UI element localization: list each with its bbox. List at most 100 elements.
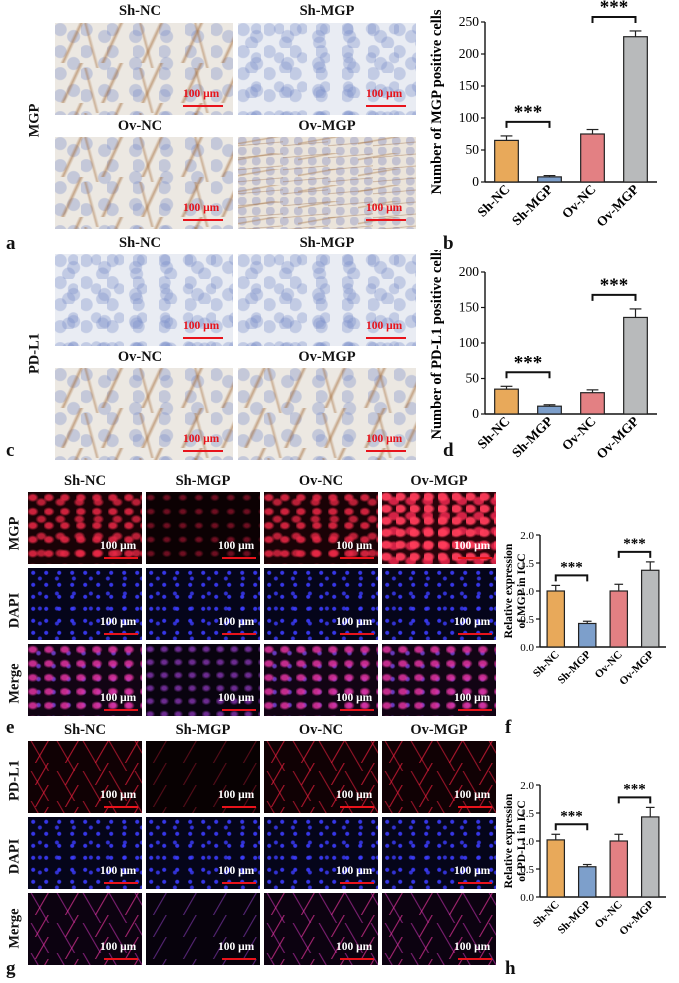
col-label-g-3: Ov-MGP <box>410 722 468 738</box>
row-label-e-merge: Merge <box>6 663 23 704</box>
y-tick-label: 2.0 <box>520 780 534 792</box>
scale-label: 100 μm <box>454 865 491 877</box>
scale-bar <box>340 633 374 635</box>
if-image-g-merge-ov-nc: 100 μm <box>264 893 378 965</box>
if-image-e-merge-sh-mgp: 100 μm <box>146 644 260 716</box>
scale-label: 100 μm <box>454 692 491 704</box>
bar <box>609 590 629 648</box>
panel-letter-d: d <box>443 440 454 461</box>
scale-bar <box>458 958 492 960</box>
bar <box>494 139 519 183</box>
scale-bar <box>183 450 223 452</box>
bar <box>623 36 648 183</box>
ihc-image-sh-mgp-mgp: 100 μm <box>238 23 416 115</box>
if-image-e-mgp-sh-mgp: 100 μm <box>146 492 260 564</box>
scale-label: 100 μm <box>183 433 220 445</box>
y-tick-label: 0 <box>472 174 479 189</box>
x-tick-label: Sh-NC <box>474 414 512 452</box>
y-tick-label: 1.5 <box>520 808 534 820</box>
scale-bar <box>458 806 492 808</box>
scale-label: 100 μm <box>366 88 403 100</box>
scale-label: 100 μm <box>454 941 491 953</box>
significance-bracket <box>554 574 589 582</box>
scale-bar <box>458 633 492 635</box>
scale-label: 100 μm <box>218 692 255 704</box>
scale-label: 100 μm <box>183 320 220 332</box>
col-label-ov-mgp-a: Ov-MGP <box>298 118 356 134</box>
significance-label: *** <box>514 352 543 373</box>
significance-label: *** <box>600 0 629 18</box>
bar-chart-h: 0.0 0.5 1.0 1.5 2.0 Relative expression of PD-… <box>503 780 666 938</box>
scale-bar <box>104 557 138 559</box>
x-tick-label: Ov-NC <box>559 182 599 222</box>
y-tick-label: 100 <box>459 335 480 350</box>
x-tick-label: Sh-MGP <box>509 182 556 229</box>
scale-bar <box>222 709 256 711</box>
y-tick-label: 0.5 <box>520 864 534 876</box>
ihc-image-ov-mgp-pdl1: 100 μm <box>238 368 416 460</box>
y-axis-label: Number of MGP positive cells <box>429 9 445 194</box>
col-label-sh-nc-a: Sh-NC <box>119 3 161 19</box>
panel-letter-a: a <box>6 233 16 254</box>
scale-bar <box>340 806 374 808</box>
scale-bar <box>104 806 138 808</box>
scale-bar <box>183 105 223 107</box>
y-tick-label: 0 <box>472 406 479 421</box>
y-tick-label: 150 <box>459 300 480 315</box>
scale-label: 100 μm <box>454 540 491 552</box>
scale-label: 100 μm <box>218 941 255 953</box>
x-tick-label: Ov-MGP <box>617 898 656 937</box>
significance-bracket <box>554 823 589 831</box>
bar <box>494 388 519 415</box>
y-tick-label: 200 <box>459 264 480 279</box>
col-label-sh-nc-c: Sh-NC <box>119 235 161 251</box>
significance-bracket <box>505 371 551 379</box>
if-image-g-dapi-sh-nc: 100 μm <box>28 817 142 889</box>
panel-letter-h: h <box>505 958 516 979</box>
row-label-pdl1-c: PD-L1 <box>26 332 43 375</box>
row-label-g-dapi: DAPI <box>6 838 23 875</box>
bar <box>640 569 660 648</box>
ihc-image-sh-mgp-pdl1: 100 μm <box>238 254 416 346</box>
if-image-g-merge-sh-mgp: 100 μm <box>146 893 260 965</box>
if-image-e-mgp-ov-nc: 100 μm <box>264 492 378 564</box>
x-tick-label: Ov-MGP <box>593 414 641 460</box>
ihc-image-sh-nc-mgp: 100 μm <box>55 23 233 115</box>
y-tick-label: 50 <box>466 371 480 386</box>
if-image-e-dapi-sh-mgp: 100 μm <box>146 568 260 640</box>
scale-label: 100 μm <box>336 616 373 628</box>
scale-bar <box>222 557 256 559</box>
ihc-image-ov-nc-mgp: 100 μm <box>55 137 233 229</box>
if-image-e-merge-ov-mgp: 100 μm <box>382 644 496 716</box>
scale-label: 100 μm <box>218 865 255 877</box>
bar <box>577 866 597 898</box>
scale-bar <box>458 557 492 559</box>
if-image-e-dapi-sh-nc: 100 μm <box>28 568 142 640</box>
row-label-mgp-a: MGP <box>26 103 43 138</box>
y-tick-label: 2.0 <box>520 530 534 542</box>
col-label-ov-mgp-c: Ov-MGP <box>298 349 356 365</box>
col-label-sh-mgp-c: Sh-MGP <box>299 235 355 251</box>
scale-label: 100 μm <box>100 789 137 801</box>
scale-label: 100 μm <box>183 88 220 100</box>
scale-bar <box>366 450 406 452</box>
scale-bar <box>340 958 374 960</box>
scale-label: 100 μm <box>218 616 255 628</box>
scale-label: 100 μm <box>218 540 255 552</box>
significance-bracket <box>617 796 652 804</box>
y-axis-label: of PD-L1 in ICC <box>516 800 528 881</box>
significance-label: *** <box>623 781 646 797</box>
y-axis-label: of MGP in ICC <box>516 553 528 628</box>
bar <box>577 622 597 648</box>
scale-bar <box>222 633 256 635</box>
scale-bar <box>340 882 374 884</box>
bar <box>546 839 566 898</box>
col-label-e-2: Ov-NC <box>298 473 344 489</box>
significance-bracket <box>617 550 652 558</box>
scale-label: 100 μm <box>336 540 373 552</box>
scale-bar <box>458 882 492 884</box>
x-tick-label: Sh-MGP <box>555 648 593 686</box>
bar <box>537 405 562 415</box>
ihc-image-sh-nc-pdl1: 100 μm <box>55 254 233 346</box>
scale-label: 100 μm <box>336 789 373 801</box>
